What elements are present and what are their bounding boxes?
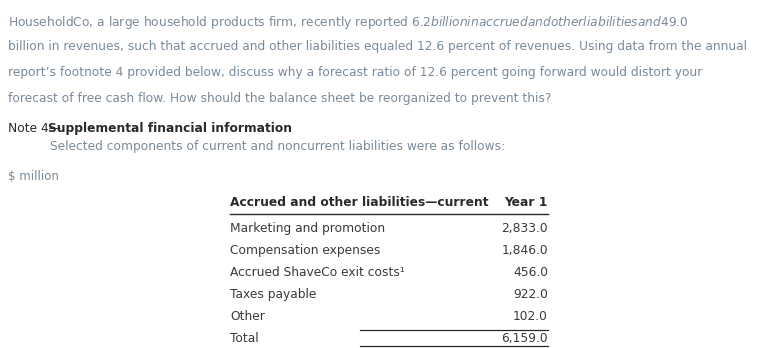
Text: Other: Other <box>230 310 265 323</box>
Text: 6,159.0: 6,159.0 <box>502 332 548 345</box>
Text: Compensation expenses: Compensation expenses <box>230 244 380 257</box>
Text: Taxes payable: Taxes payable <box>230 288 317 301</box>
Text: Total: Total <box>230 332 259 345</box>
Text: Year 1: Year 1 <box>505 196 548 209</box>
Text: 922.0: 922.0 <box>513 288 548 301</box>
Text: 102.0: 102.0 <box>513 310 548 323</box>
Text: $ million: $ million <box>8 170 59 183</box>
Text: 2,833.0: 2,833.0 <box>502 222 548 235</box>
Text: Marketing and promotion: Marketing and promotion <box>230 222 385 235</box>
Text: Accrued ShaveCo exit costs¹: Accrued ShaveCo exit costs¹ <box>230 266 405 279</box>
Text: Note 4—: Note 4— <box>8 122 61 135</box>
Text: 456.0: 456.0 <box>513 266 548 279</box>
Text: Selected components of current and noncurrent liabilities were as follows:: Selected components of current and noncu… <box>50 140 505 153</box>
Text: billion in revenues, such that accrued and other liabilities equaled 12.6 percen: billion in revenues, such that accrued a… <box>8 40 747 53</box>
Text: Accrued and other liabilities—current: Accrued and other liabilities—current <box>230 196 489 209</box>
Text: 1,846.0: 1,846.0 <box>502 244 548 257</box>
Text: report’s footnote 4 provided below, discuss why a forecast ratio of 12.6 percent: report’s footnote 4 provided below, disc… <box>8 66 702 79</box>
Text: Supplemental financial information: Supplemental financial information <box>48 122 292 135</box>
Text: HouseholdCo, a large household products firm, recently reported $6.2 billion in : HouseholdCo, a large household products … <box>8 14 688 31</box>
Text: forecast of free cash flow. How should the balance sheet be reorganized to preve: forecast of free cash flow. How should t… <box>8 92 551 105</box>
